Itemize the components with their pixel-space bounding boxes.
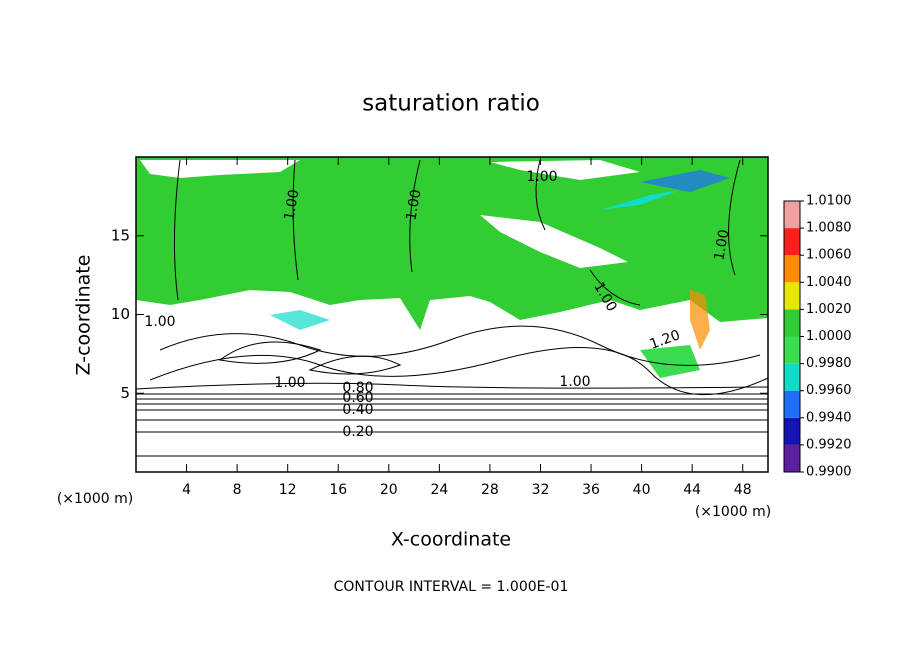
x-tick-label: 16 (329, 482, 347, 498)
x-tick-label: 20 (380, 482, 398, 498)
colorbar-label: 0.9980 (806, 356, 852, 371)
contour-label: 1.00 (144, 314, 175, 330)
y-tick-label: 5 (120, 384, 130, 402)
contour-label: 1.00 (559, 374, 590, 390)
field (136, 157, 768, 472)
x-tick-label: 24 (430, 482, 448, 498)
colorbar-label: 1.0060 (806, 248, 852, 263)
x-tick-label: 48 (734, 482, 752, 498)
contour-label: 1.00 (526, 169, 557, 185)
contour-label: 1.00 (281, 188, 302, 221)
x-tick-label: 36 (582, 482, 600, 498)
x-tick-label: 28 (481, 482, 499, 498)
colorbar-band (784, 282, 800, 310)
x-tick-label: 4 (182, 482, 191, 498)
contour-interval: CONTOUR INTERVAL = 1.000E-01 (334, 579, 569, 595)
colorbar-label: 1.0040 (806, 275, 852, 290)
colorbar-band (784, 363, 800, 391)
colorbar-label: 1.0020 (806, 302, 852, 317)
x-tick-label: 32 (532, 482, 550, 498)
x-tick-label: 44 (683, 482, 701, 498)
colorbar-band (784, 444, 800, 472)
colorbar-band (784, 417, 800, 445)
colorbar-label: 0.9940 (806, 410, 852, 425)
contour-label: 1.00 (711, 228, 732, 261)
x-axis-label: X-coordinate (391, 529, 511, 551)
x-unit-label: (×1000 m) (57, 491, 133, 507)
y-tick-label: 10 (111, 305, 130, 323)
x-tick-label: 12 (279, 482, 297, 498)
colorbar-band (784, 309, 800, 337)
x-tick-label: 8 (233, 482, 242, 498)
x-tick-label: 40 (633, 482, 651, 498)
contour-label: 0.60 (342, 390, 373, 406)
colorbar-label: 1.0080 (806, 221, 852, 236)
chart-title: saturation ratio (362, 91, 540, 117)
colorbar-band (784, 201, 800, 229)
colorbar-band (784, 390, 800, 418)
contour-label: 0.40 (342, 402, 373, 418)
contour-label: 1.00 (403, 188, 424, 221)
colorbar-label: 0.9920 (806, 437, 852, 452)
colorbar-label: 1.0000 (806, 329, 852, 344)
colorbar-label: 1.0100 (806, 194, 852, 209)
colorbar-band (784, 255, 800, 283)
y-axis-label: Z-coordinate (73, 255, 95, 376)
contour-label: 0.80 (342, 380, 373, 396)
contour-label: 1.00 (274, 375, 305, 391)
contour-label: 0.20 (342, 424, 373, 440)
y-tick-label: 15 (111, 226, 130, 244)
x-unit-label: (×1000 m) (695, 504, 771, 520)
colorbar-label: 0.9960 (806, 383, 852, 398)
colorbar-band (784, 228, 800, 256)
contour-lines (135, 159, 769, 457)
colorbar-label: 0.9900 (806, 465, 852, 480)
colorbar-band (784, 336, 800, 364)
